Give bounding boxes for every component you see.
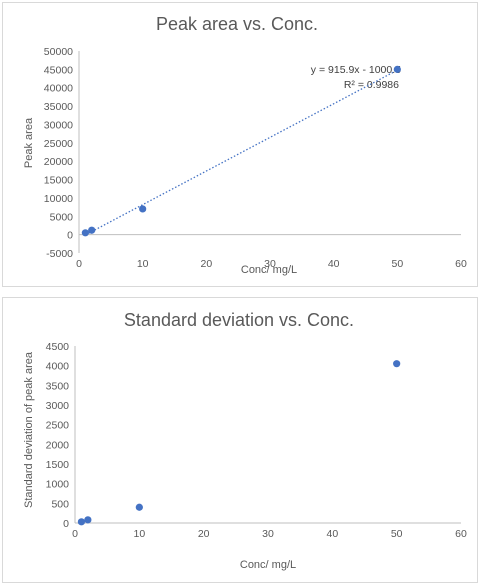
x-tick-label: 10: [133, 528, 145, 540]
y-axis-title: Peak area: [23, 117, 35, 168]
y-tick-label: 20000: [44, 156, 73, 168]
y-tick-label: 1500: [46, 459, 70, 471]
data-point: [139, 205, 147, 213]
data-point: [77, 518, 86, 526]
x-tick-label: 40: [328, 258, 340, 270]
trendline: [85, 69, 398, 236]
data-point: [88, 226, 96, 234]
x-tick-label: 50: [391, 528, 403, 540]
standard-deviation-chart: Standard deviation vs. Conc. Conc/ mg/L …: [23, 310, 467, 571]
x-axis-title: Conc/ mg/L: [240, 559, 296, 571]
y-tick-label: 40000: [44, 83, 73, 95]
y-tick-label: 500: [51, 498, 69, 510]
data-point: [135, 503, 143, 511]
chart-panel-peak-area: Peak area vs. Conc. y = 915.9x - 1000.5 …: [2, 2, 478, 287]
y-tick-label: 10000: [44, 193, 73, 205]
annotation-equation: y = 915.9x - 1000.5: [311, 64, 401, 76]
y-tick-label: 35000: [44, 101, 73, 113]
y-tick-label: 0: [63, 518, 69, 530]
y-tick-label: 2000: [46, 439, 70, 451]
y-tick-label: 4500: [46, 341, 70, 353]
y-tick-label: 50000: [44, 46, 73, 58]
x-axis-title: Conc/ mg/L: [241, 264, 297, 276]
x-tick-label: 40: [326, 528, 338, 540]
x-tick-label: 20: [200, 258, 212, 270]
data-point: [393, 360, 401, 368]
y-tick-label: 4000: [46, 361, 70, 373]
y-tick-label: -5000: [46, 248, 73, 260]
data-point: [81, 229, 89, 237]
y-tick-label: 0: [67, 230, 73, 242]
peak-area-chart: Peak area vs. Conc. y = 915.9x - 1000.5 …: [23, 14, 467, 276]
y-tick-label: 2500: [46, 420, 70, 432]
annotation-r-squared: R² = 0.9986: [344, 79, 399, 91]
x-tick-label: 30: [264, 258, 276, 270]
x-tick-label: 60: [455, 528, 467, 540]
data-point: [393, 65, 401, 73]
y-tick-label: 30000: [44, 119, 73, 131]
x-tick-label: 60: [455, 258, 467, 270]
chart-title: Peak area vs. Conc.: [156, 14, 318, 34]
x-tick-label: 10: [137, 258, 149, 270]
data-point: [84, 516, 92, 524]
y-tick-label: 1000: [46, 479, 70, 491]
x-tick-label: 30: [262, 528, 274, 540]
chart-title: Standard deviation vs. Conc.: [124, 310, 354, 330]
x-tick-label: 20: [198, 528, 210, 540]
y-tick-label: 45000: [44, 64, 73, 76]
chart-panel-standard-deviation: Standard deviation vs. Conc. Conc/ mg/L …: [2, 297, 478, 583]
y-tick-label: 15000: [44, 175, 73, 187]
y-tick-label: 5000: [50, 211, 74, 223]
x-tick-label: 0: [76, 258, 82, 270]
y-tick-label: 3000: [46, 400, 70, 412]
y-tick-label: 3500: [46, 380, 70, 392]
x-tick-label: 0: [72, 528, 78, 540]
x-tick-label: 50: [391, 258, 403, 270]
y-tick-label: 25000: [44, 138, 73, 150]
y-axis-title: Standard deviation of peak area: [23, 351, 35, 508]
